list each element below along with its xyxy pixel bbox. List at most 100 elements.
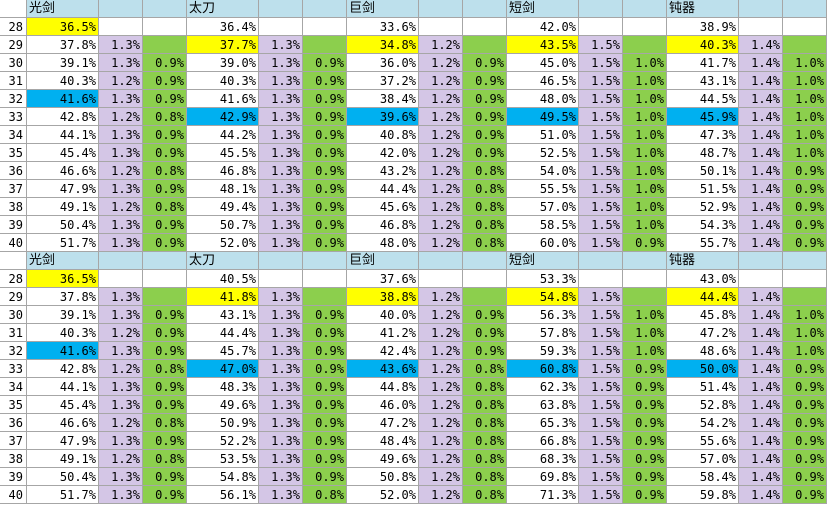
increment-cell[interactable]: 1.2%	[419, 396, 463, 414]
value-cell[interactable]: 48.7%	[667, 144, 739, 162]
increment-cell[interactable]: 1.2%	[419, 342, 463, 360]
row-number[interactable]: 39	[0, 468, 27, 486]
value-cell[interactable]: 39.0%	[187, 54, 259, 72]
increment-cell[interactable]: 1.4%	[739, 342, 783, 360]
rate-cell[interactable]: 1.0%	[783, 90, 827, 108]
value-cell[interactable]: 49.1%	[27, 198, 99, 216]
value-cell[interactable]: 40.0%	[347, 306, 419, 324]
increment-cell[interactable]: 1.3%	[99, 288, 143, 306]
row-number[interactable]: 33	[0, 360, 27, 378]
value-cell[interactable]: 71.3%	[507, 486, 579, 504]
rate-cell[interactable]: 0.8%	[463, 486, 507, 504]
increment-cell[interactable]: 1.5%	[579, 324, 623, 342]
increment-cell[interactable]: 1.5%	[579, 234, 623, 252]
increment-cell[interactable]: 1.2%	[99, 198, 143, 216]
increment-cell[interactable]: 1.5%	[579, 288, 623, 306]
value-cell[interactable]: 47.9%	[27, 180, 99, 198]
rate-cell[interactable]: 1.0%	[623, 342, 667, 360]
header-blank-cell[interactable]	[783, 0, 827, 18]
value-cell[interactable]: 41.7%	[667, 54, 739, 72]
increment-cell[interactable]: 1.4%	[739, 234, 783, 252]
rate-cell[interactable]	[463, 36, 507, 54]
value-cell[interactable]: 52.9%	[667, 198, 739, 216]
value-cell[interactable]: 58.4%	[667, 468, 739, 486]
increment-cell[interactable]: 1.4%	[739, 126, 783, 144]
increment-cell[interactable]: 1.5%	[579, 486, 623, 504]
rate-cell[interactable]: 0.8%	[463, 396, 507, 414]
rate-cell[interactable]: 0.9%	[463, 324, 507, 342]
increment-cell[interactable]: 1.3%	[99, 216, 143, 234]
increment-cell[interactable]: 1.4%	[739, 378, 783, 396]
rate-cell[interactable]	[463, 18, 507, 36]
increment-cell[interactable]: 1.4%	[739, 198, 783, 216]
increment-cell[interactable]: 1.5%	[579, 54, 623, 72]
rate-cell[interactable]: 0.9%	[303, 432, 347, 450]
rate-cell[interactable]: 1.0%	[783, 108, 827, 126]
value-cell[interactable]: 48.6%	[667, 342, 739, 360]
increment-cell[interactable]: 1.4%	[739, 450, 783, 468]
increment-cell[interactable]: 1.2%	[419, 90, 463, 108]
increment-cell[interactable]: 1.2%	[99, 162, 143, 180]
value-cell[interactable]: 41.6%	[27, 342, 99, 360]
increment-cell[interactable]: 1.4%	[739, 324, 783, 342]
value-cell[interactable]: 54.8%	[507, 288, 579, 306]
corner-cell[interactable]	[0, 252, 27, 270]
increment-cell[interactable]: 1.5%	[579, 36, 623, 54]
increment-cell[interactable]	[579, 270, 623, 288]
corner-cell[interactable]	[0, 0, 27, 18]
header-blank-cell[interactable]	[579, 252, 623, 270]
value-cell[interactable]: 47.3%	[667, 126, 739, 144]
increment-cell[interactable]: 1.3%	[259, 216, 303, 234]
increment-cell[interactable]: 1.3%	[259, 306, 303, 324]
increment-cell[interactable]: 1.3%	[259, 396, 303, 414]
increment-cell[interactable]: 1.2%	[419, 378, 463, 396]
value-cell[interactable]: 43.1%	[187, 306, 259, 324]
value-cell[interactable]: 46.6%	[27, 162, 99, 180]
header-blank-cell[interactable]	[99, 0, 143, 18]
header-blank-cell[interactable]	[623, 252, 667, 270]
header-blank-cell[interactable]	[623, 0, 667, 18]
value-cell[interactable]: 49.6%	[347, 450, 419, 468]
rate-cell[interactable]: 0.9%	[303, 216, 347, 234]
increment-cell[interactable]: 1.2%	[99, 450, 143, 468]
increment-cell[interactable]: 1.3%	[259, 90, 303, 108]
rate-cell[interactable]: 0.9%	[143, 180, 187, 198]
rate-cell[interactable]: 1.0%	[623, 162, 667, 180]
increment-cell[interactable]	[99, 270, 143, 288]
value-cell[interactable]: 52.8%	[667, 396, 739, 414]
rate-cell[interactable]: 0.9%	[783, 396, 827, 414]
row-number[interactable]: 28	[0, 18, 27, 36]
increment-cell[interactable]: 1.4%	[739, 162, 783, 180]
rate-cell[interactable]: 0.8%	[463, 450, 507, 468]
rate-cell[interactable]: 0.8%	[463, 414, 507, 432]
rate-cell[interactable]	[303, 18, 347, 36]
value-cell[interactable]: 49.4%	[187, 198, 259, 216]
rate-cell[interactable]	[783, 18, 827, 36]
rate-cell[interactable]: 0.9%	[783, 162, 827, 180]
increment-cell[interactable]: 1.3%	[99, 180, 143, 198]
rate-cell[interactable]: 0.8%	[463, 234, 507, 252]
header-blank-cell[interactable]	[143, 0, 187, 18]
increment-cell[interactable]: 1.3%	[99, 126, 143, 144]
value-cell[interactable]: 69.8%	[507, 468, 579, 486]
rate-cell[interactable]: 0.9%	[623, 360, 667, 378]
rate-cell[interactable]: 0.8%	[303, 486, 347, 504]
value-cell[interactable]: 33.6%	[347, 18, 419, 36]
rate-cell[interactable]: 0.9%	[303, 72, 347, 90]
header-blank-cell[interactable]	[99, 252, 143, 270]
increment-cell[interactable]: 1.2%	[99, 324, 143, 342]
increment-cell[interactable]: 1.3%	[259, 54, 303, 72]
rate-cell[interactable]: 0.9%	[303, 90, 347, 108]
value-cell[interactable]: 50.0%	[667, 360, 739, 378]
rate-cell[interactable]: 0.9%	[623, 486, 667, 504]
increment-cell[interactable]: 1.3%	[99, 234, 143, 252]
rate-cell[interactable]: 0.9%	[783, 234, 827, 252]
value-cell[interactable]: 50.4%	[27, 468, 99, 486]
value-cell[interactable]: 50.1%	[667, 162, 739, 180]
rate-cell[interactable]: 0.9%	[623, 396, 667, 414]
rate-cell[interactable]: 0.9%	[303, 108, 347, 126]
increment-cell[interactable]: 1.3%	[99, 468, 143, 486]
rate-cell[interactable]: 0.9%	[143, 486, 187, 504]
header-blank-cell[interactable]	[259, 252, 303, 270]
rate-cell[interactable]: 0.8%	[463, 432, 507, 450]
